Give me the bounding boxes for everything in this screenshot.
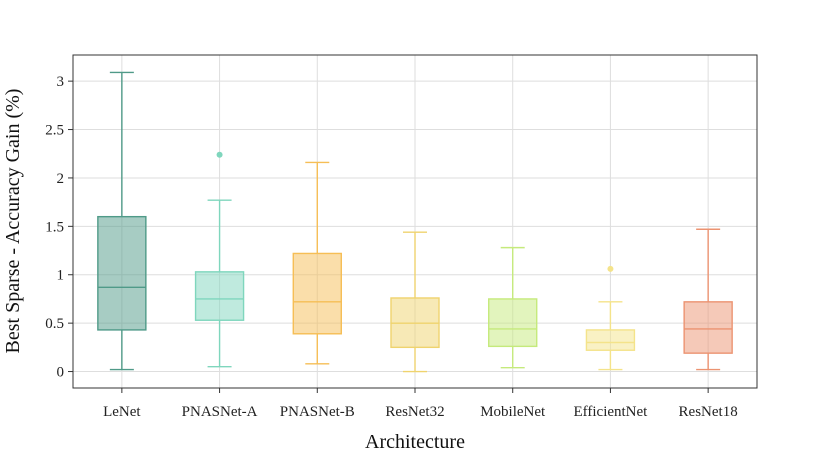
- box-pnasnet-b: [292, 161, 342, 365]
- x-tick-labels: LeNet PNASNet-A PNASNet-B ResNet32 MobileNet…: [103, 388, 738, 420]
- y-tick-label: 0: [57, 365, 65, 381]
- iqr-box: [97, 215, 147, 331]
- y-tick-label: 3: [57, 74, 65, 90]
- x-tick-label: ResNet18: [679, 404, 738, 420]
- x-axis-title: Architecture: [365, 431, 465, 453]
- x-tick-label: PNASNet-B: [280, 404, 355, 420]
- y-tick-labels: 0 0.5 1 1.5 2 2.5 3: [45, 74, 73, 381]
- x-tick-label: LeNet: [103, 404, 141, 420]
- y-tick-label: 1.5: [45, 219, 64, 235]
- y-tick-label: 2: [57, 171, 65, 187]
- box-resnet32: [390, 231, 440, 373]
- iqr-box: [292, 252, 342, 335]
- box-efficientnet: [585, 265, 636, 371]
- x-tick-label: EfficientNet: [573, 404, 648, 420]
- y-tick-label: 1: [57, 268, 65, 284]
- iqr-box: [488, 298, 538, 348]
- y-tick-label: 2.5: [45, 123, 64, 139]
- x-tick-label: PNASNet-A: [182, 404, 258, 420]
- box-resnet18: [683, 228, 733, 371]
- box-pnasnet-a: [194, 151, 245, 368]
- x-tick-label: ResNet32: [385, 404, 444, 420]
- outlier-point: [216, 151, 223, 158]
- box-mobilenet: [488, 246, 538, 369]
- iqr-box: [585, 329, 636, 351]
- iqr-box: [194, 271, 245, 321]
- iqr-box: [683, 301, 733, 354]
- boxes-layer: [97, 71, 733, 373]
- box-lenet: [97, 71, 147, 371]
- y-axis-title: Best Sparse - Accuracy Gain (%): [2, 89, 24, 354]
- outlier-point: [607, 265, 614, 272]
- x-tick-label: MobileNet: [480, 404, 546, 420]
- y-tick-label: 0.5: [45, 316, 64, 332]
